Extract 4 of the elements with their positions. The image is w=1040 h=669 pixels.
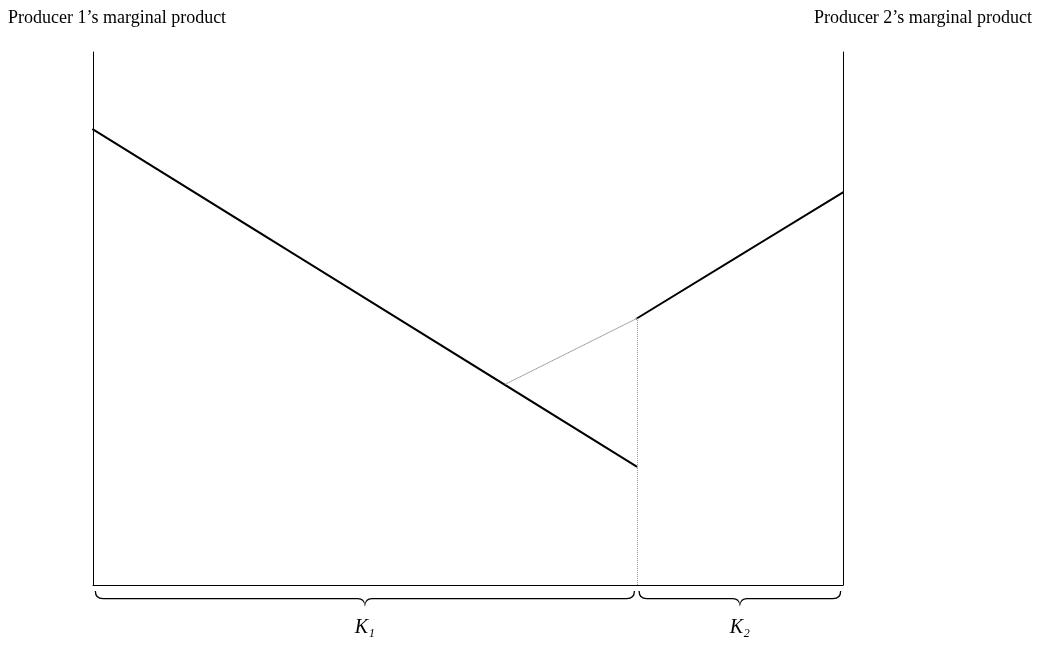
text: Producer 2’s marginal product (813, 7, 1033, 27)
text: Producer 1’s marginal product (8, 7, 227, 27)
text: K₂ (728, 615, 751, 637)
text: K₁ (353, 615, 376, 637)
